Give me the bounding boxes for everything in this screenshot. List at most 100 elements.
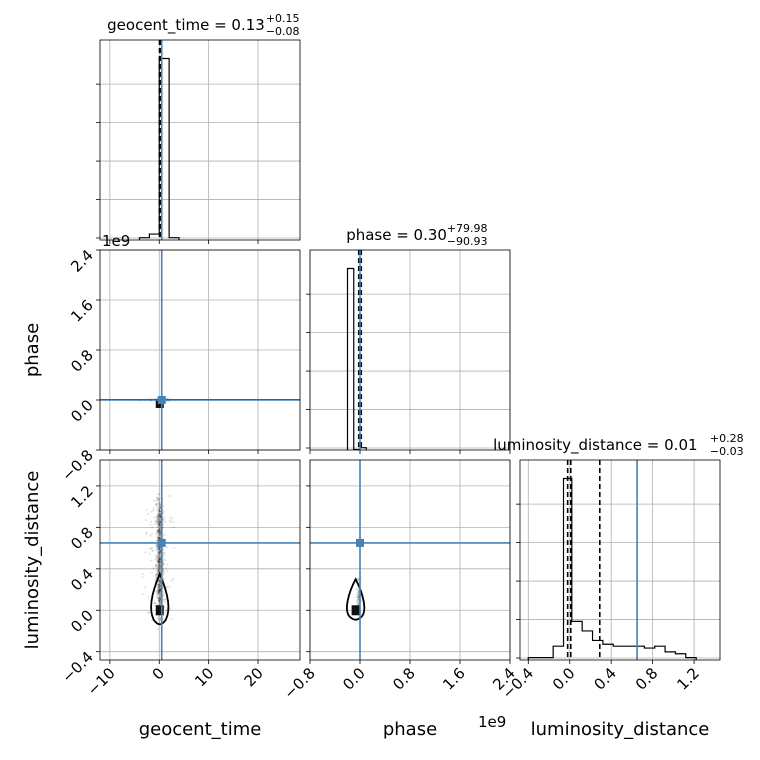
sample-point: [158, 547, 161, 550]
sample-point: [159, 561, 162, 564]
sample-point: [158, 567, 161, 570]
sample-point: [157, 597, 160, 600]
sample-point: [159, 497, 162, 500]
sample-point: [158, 499, 161, 502]
sample-point: [158, 551, 161, 554]
sample-point: [157, 572, 160, 575]
sample-point: [157, 498, 160, 501]
sample-point: [356, 589, 359, 592]
sample-point: [169, 516, 172, 519]
sample-point: [157, 571, 160, 574]
sample-point: [156, 520, 159, 523]
sample-point: [158, 533, 161, 536]
sample-point: [157, 561, 160, 564]
sample-point: [164, 567, 167, 570]
sample-point: [157, 570, 160, 573]
sample-point: [158, 501, 161, 504]
sample-point: [154, 578, 157, 581]
sample-point: [157, 563, 160, 566]
sample-point: [158, 521, 161, 524]
sample-point: [162, 548, 165, 551]
y-tick-label: −0.8: [58, 446, 96, 484]
sample-point: [158, 506, 161, 509]
sample-point: [158, 513, 161, 516]
contour-outer: [150, 571, 170, 626]
sample-point: [158, 522, 161, 525]
sample-point: [158, 503, 161, 506]
sample-point: [157, 513, 160, 516]
sample-point: [162, 569, 165, 572]
sample-point: [158, 510, 161, 513]
sample-point: [158, 598, 161, 601]
sample-point: [157, 588, 160, 591]
sample-point: [157, 519, 160, 522]
x-axis-label-phase: phase: [383, 719, 437, 740]
sample-point: [157, 525, 160, 528]
sample-point: [357, 596, 360, 599]
sample-point: [157, 518, 160, 521]
sample-point: [159, 617, 162, 620]
sample-point: [158, 585, 161, 588]
sample-point: [163, 606, 166, 609]
sample-point: [143, 586, 146, 589]
sample-point: [157, 530, 160, 533]
sample-point: [157, 502, 160, 505]
sample-point: [159, 558, 162, 561]
sample-point: [156, 573, 159, 576]
sample-point: [355, 588, 358, 591]
sample-point: [159, 567, 162, 570]
sample-point: [159, 507, 162, 510]
sample-point: [157, 590, 160, 593]
sample-point: [155, 543, 158, 546]
sample-point: [157, 522, 160, 525]
sample-point: [356, 591, 359, 594]
sample-point: [156, 590, 159, 593]
sample-point: [159, 555, 162, 558]
sample-point: [157, 561, 160, 564]
sample-point: [158, 514, 161, 517]
sample-point: [153, 516, 156, 519]
sample-point: [158, 548, 161, 551]
sample-point: [157, 514, 160, 517]
sample-point: [158, 558, 161, 561]
sample-point: [158, 567, 161, 570]
sample-point: [158, 584, 161, 587]
sample-point: [159, 531, 162, 534]
sample-point: [158, 537, 161, 540]
sample-point: [162, 562, 165, 565]
sample-point: [157, 590, 160, 593]
sample-point: [156, 559, 159, 562]
sample-point: [158, 559, 161, 562]
sample-point: [357, 590, 360, 593]
sample-point: [157, 590, 160, 593]
sample-point: [159, 579, 162, 582]
sample-point: [148, 548, 151, 551]
sample-point: [152, 549, 155, 552]
sample-point: [158, 527, 161, 530]
sample-point: [145, 531, 148, 534]
sample-point: [163, 517, 166, 520]
sample-point: [157, 537, 160, 540]
sample-point: [157, 567, 160, 570]
sample-point: [157, 583, 160, 586]
sample-point: [158, 529, 161, 532]
sample-point: [157, 564, 160, 567]
sample-point: [157, 590, 160, 593]
sample-point: [357, 579, 360, 582]
sample-point: [168, 495, 171, 498]
sample-point: [156, 545, 159, 548]
sample-point: [159, 504, 162, 507]
title-lower-error: −0.03: [710, 445, 744, 458]
sample-point: [155, 574, 158, 577]
sample-point: [156, 591, 159, 594]
sample-point: [149, 523, 152, 526]
sample-point: [158, 555, 161, 558]
sample-point: [158, 508, 161, 511]
sample-point: [162, 558, 165, 561]
sample-point: [157, 550, 160, 553]
sample-point: [159, 581, 162, 584]
sample-point: [159, 590, 162, 593]
sample-point: [158, 584, 161, 587]
sample-point: [156, 554, 159, 557]
sample-point: [156, 530, 159, 533]
